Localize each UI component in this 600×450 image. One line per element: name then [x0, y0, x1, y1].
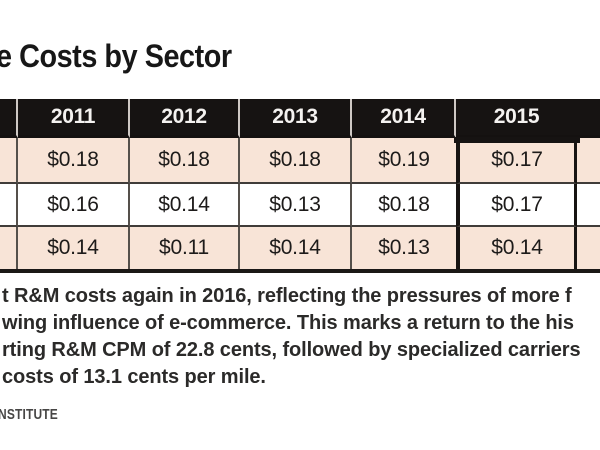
year-header-2014: 2014: [352, 99, 456, 138]
year-header-2011: 2011: [18, 99, 130, 138]
cell-r2-2014: $0.18: [352, 184, 456, 227]
cell-r2-partial-left: [0, 184, 18, 227]
cell-r2-2013: $0.13: [240, 184, 352, 227]
cell-r3-partial-left: [0, 227, 18, 269]
cell-r1-2013: $0.18: [240, 138, 352, 184]
cell-r3-2013: $0.14: [240, 227, 352, 269]
cell-r1-2012: $0.18: [130, 138, 240, 184]
cell-r1-2011: $0.18: [18, 138, 130, 184]
cell-r2-2012: $0.14: [130, 184, 240, 227]
year-header-2015-highlighted: 2015: [456, 99, 577, 138]
year-header-partial-right: [577, 99, 600, 138]
cell-r1-partial-right: [577, 138, 600, 184]
caption-line-2: wing influence of e-commerce. This marks…: [2, 312, 574, 334]
year-header-partial-left: [0, 99, 18, 138]
caption-line-4: costs of 13.1 cents per mile.: [2, 366, 266, 388]
costs-table: 2011 2012 2013 2014 2015 $0.18 $0.18 $0.…: [0, 99, 600, 273]
year-header-2013: 2013: [240, 99, 352, 138]
cell-r3-partial-right: [577, 227, 600, 269]
cell-r2-2011: $0.16: [18, 184, 130, 227]
cell-r3-2014: $0.13: [352, 227, 456, 269]
cell-r2-2015: $0.17: [456, 184, 577, 227]
cell-r3-2012: $0.11: [130, 227, 240, 269]
attribution-text-partial: NSTITUTE: [0, 406, 58, 423]
year-header-2012: 2012: [130, 99, 240, 138]
caption-paragraph: t R&M costs again in 2016, reflecting th…: [2, 283, 581, 391]
cell-r1-2015: $0.17: [456, 138, 577, 184]
cell-r1-2014: $0.19: [352, 138, 456, 184]
caption-line-1: t R&M costs again in 2016, reflecting th…: [2, 285, 572, 307]
cell-r3-2011: $0.14: [18, 227, 130, 269]
cell-r3-2015: $0.14: [456, 227, 577, 269]
cell-r2-partial-right: [577, 184, 600, 227]
chart-title: e Costs by Sector: [0, 38, 232, 74]
caption-line-3: rting R&M CPM of 22.8 cents, followed by…: [2, 339, 581, 361]
highlight-column-header-notch: [454, 137, 580, 143]
cell-r1-partial-left: [0, 138, 18, 184]
